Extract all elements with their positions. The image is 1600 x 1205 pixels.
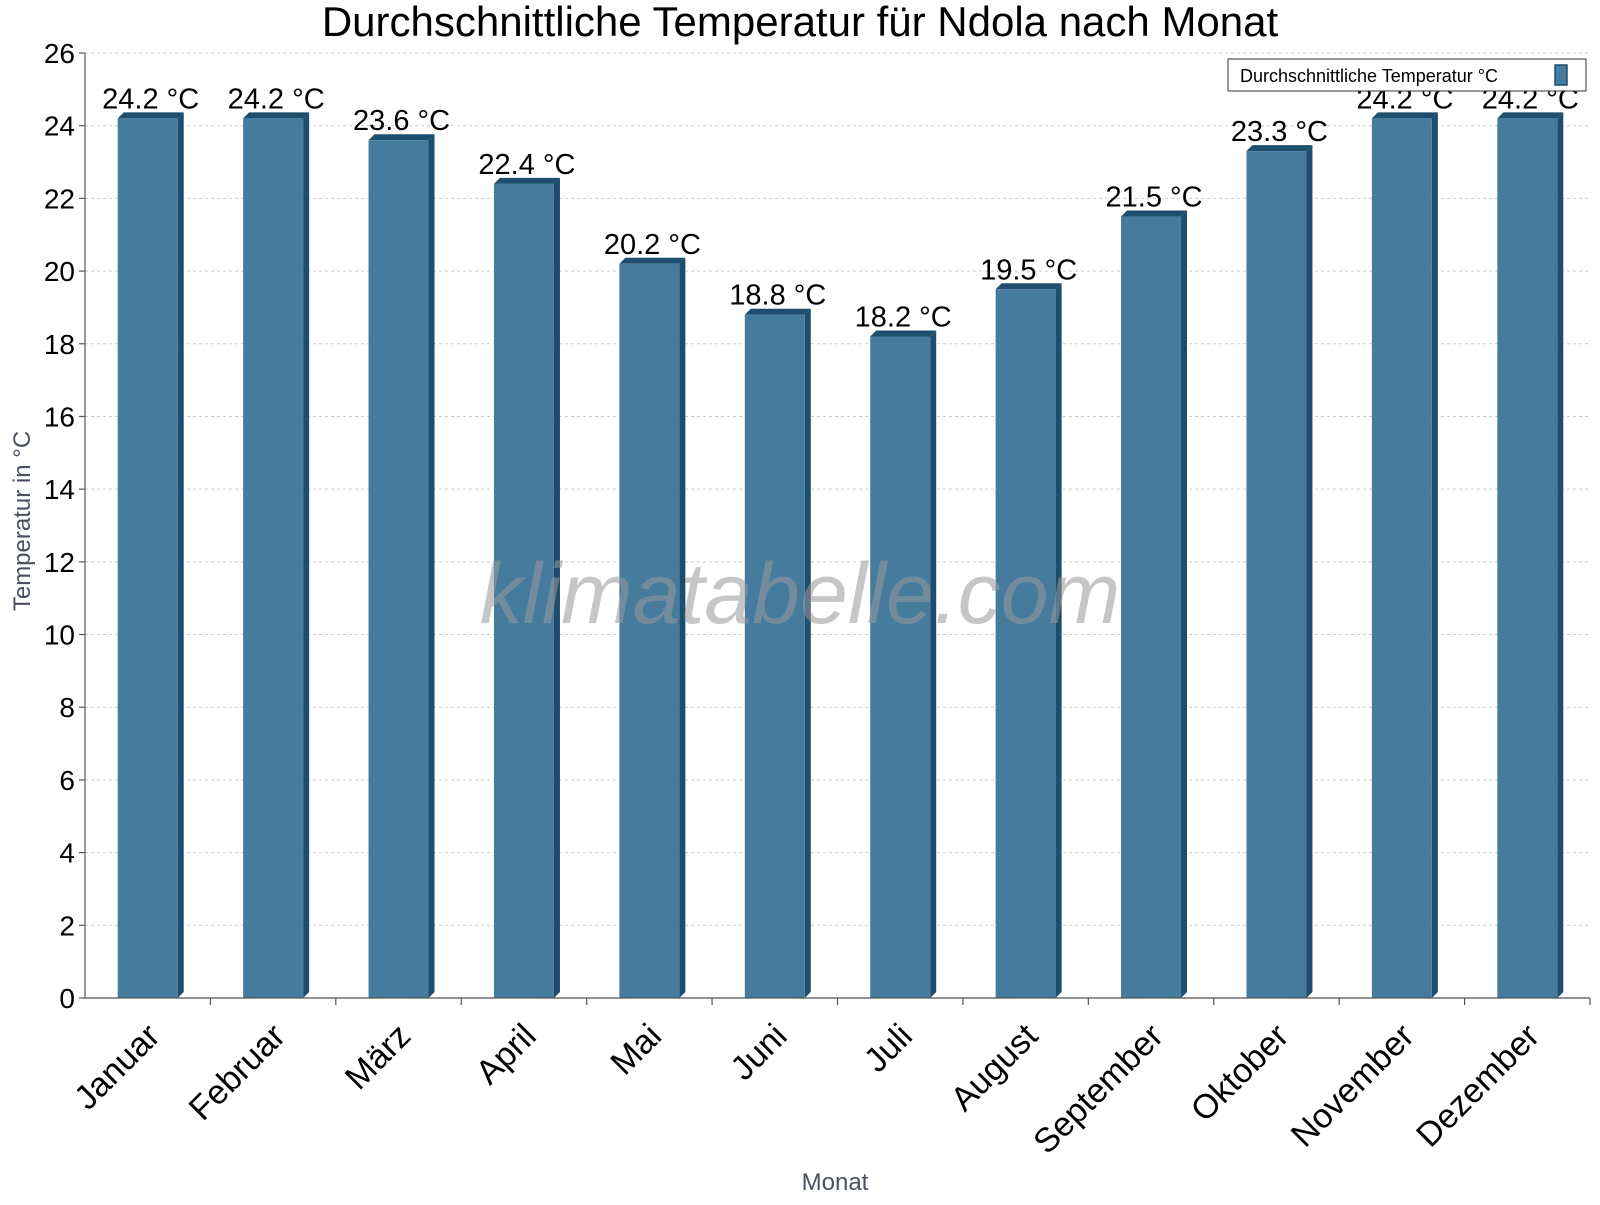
bar-group xyxy=(619,257,686,998)
bar-top xyxy=(1371,112,1438,119)
x-tick-label: Juni xyxy=(723,1017,794,1088)
bar xyxy=(1497,118,1558,998)
bar-top xyxy=(368,134,435,141)
bar-group xyxy=(1497,112,1564,998)
bar xyxy=(870,336,931,998)
y-tick-label: 8 xyxy=(59,692,75,723)
x-axis-label: Monat xyxy=(802,1169,869,1196)
y-axis-label: Temperatur in °C xyxy=(9,431,36,611)
bar-top xyxy=(995,283,1062,290)
bar-group xyxy=(1121,210,1188,999)
bar xyxy=(1371,118,1432,998)
data-label: 23.3 °C xyxy=(1231,116,1328,148)
y-tick-label: 18 xyxy=(44,329,75,360)
y-tick-label: 0 xyxy=(59,983,75,1014)
data-label: 18.2 °C xyxy=(855,302,952,334)
y-tick-label: 16 xyxy=(44,401,75,432)
bar-group xyxy=(1371,112,1438,998)
legend-label: Durchschnittliche Temperatur °C xyxy=(1240,66,1498,86)
bar xyxy=(995,289,1056,998)
bar-group xyxy=(493,177,560,998)
y-tick-label: 22 xyxy=(44,183,75,214)
bar-group xyxy=(243,112,310,998)
y-tick-label: 24 xyxy=(44,111,75,142)
data-label: 23.6 °C xyxy=(353,105,450,137)
x-tick-label: Februar xyxy=(182,1017,293,1128)
bar-side xyxy=(553,177,560,998)
bar-group xyxy=(995,283,1062,998)
x-tick-label: April xyxy=(469,1017,544,1092)
bar xyxy=(1121,216,1182,999)
bar-group xyxy=(1246,145,1313,998)
x-tick-label: September xyxy=(1026,1017,1170,1161)
data-label: 22.4 °C xyxy=(478,149,575,181)
bar xyxy=(117,118,178,998)
data-label: 21.5 °C xyxy=(1106,182,1203,214)
bar-side xyxy=(1557,112,1564,998)
data-labels: 24.2 °C 24.2 °C 23.6 °C 22.4 °C 20.2 °C 18.8 … xyxy=(102,83,1579,333)
bar-side xyxy=(1431,112,1438,998)
bar-top xyxy=(1246,145,1313,152)
y-tick-label: 2 xyxy=(59,910,75,941)
bar-top xyxy=(493,177,560,184)
x-tick-label: November xyxy=(1284,1017,1422,1155)
data-label: 24.2 °C xyxy=(102,83,199,115)
bar-side xyxy=(177,112,184,998)
legend: Durchschnittliche Temperatur °C xyxy=(1227,58,1587,92)
y-tick-label: 12 xyxy=(44,547,75,578)
bars xyxy=(117,112,1564,999)
y-tick-label: 10 xyxy=(44,620,75,651)
bar-group xyxy=(368,134,435,998)
bar-side xyxy=(1181,210,1188,999)
y-tick-label: 14 xyxy=(44,474,75,505)
data-label: 18.8 °C xyxy=(729,280,826,312)
chart-title: Durchschnittliche Temperatur für Ndola n… xyxy=(322,0,1279,45)
gridlines xyxy=(85,52,1590,926)
x-tick-label: Juli xyxy=(857,1017,920,1080)
bar-top xyxy=(117,112,184,119)
bar-group xyxy=(870,330,937,998)
bar-side xyxy=(679,257,686,998)
x-tick-label: Mai xyxy=(603,1017,669,1083)
watermark: klimatabelle.com xyxy=(480,546,1120,642)
bar-side xyxy=(428,134,435,998)
y-tick-label: 20 xyxy=(44,256,75,287)
bar xyxy=(1246,151,1307,998)
y-tick-label: 4 xyxy=(59,838,75,869)
bar-side xyxy=(1306,145,1313,998)
bar-top xyxy=(870,330,937,337)
x-tick-label: Januar xyxy=(67,1017,167,1117)
bar xyxy=(368,140,429,998)
x-tick-label: August xyxy=(944,1016,1046,1118)
bar-side xyxy=(930,330,937,998)
bar-side xyxy=(1055,283,1062,998)
x-tick-label: Dezember xyxy=(1409,1017,1547,1155)
legend-swatch xyxy=(1554,64,1568,86)
bar-side xyxy=(303,112,310,998)
bar-side xyxy=(804,308,811,998)
bar-group xyxy=(744,308,811,998)
bar-top xyxy=(243,112,310,119)
bar-top xyxy=(744,308,811,315)
y-tick-label: 6 xyxy=(59,765,75,796)
bar-group xyxy=(117,112,184,998)
bar-top xyxy=(1497,112,1564,119)
data-label: 20.2 °C xyxy=(604,229,701,261)
x-tick-label: Oktober xyxy=(1184,1017,1296,1129)
bar-top xyxy=(1121,210,1188,217)
bar xyxy=(744,314,805,998)
bar xyxy=(619,263,680,998)
bar-top xyxy=(619,257,686,264)
y-tick-label: 26 xyxy=(44,38,75,69)
bar xyxy=(243,118,304,998)
legend-box xyxy=(1227,58,1587,92)
data-label: 24.2 °C xyxy=(228,83,325,115)
x-tick-label: März xyxy=(338,1017,418,1097)
data-label: 19.5 °C xyxy=(980,254,1077,286)
bar xyxy=(493,183,554,998)
